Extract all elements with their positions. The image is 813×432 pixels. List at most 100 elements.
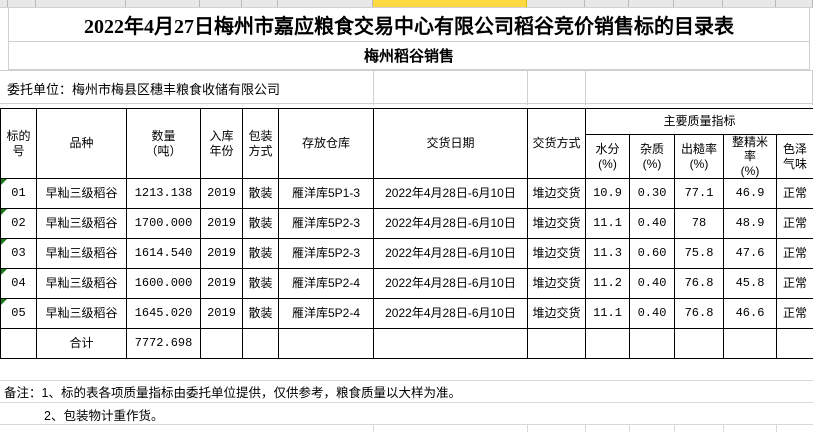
cell-delivery-date: 2022年4月28日-6月10日 [373,178,528,209]
cell-moisture: 11.1 [585,298,630,329]
cell-moisture: 11.1 [585,208,630,239]
cell-packaging: 散装 [242,208,279,239]
column-header-m[interactable] [723,0,776,7]
cell-impurity: 0.40 [629,298,675,329]
cell-warehouse: 雁洋库5P2-4 [278,298,374,329]
cell-impurity: 0.60 [629,238,675,269]
cell-brown-rice-rate: 76.8 [674,268,724,299]
cell-total-quantity: 7772.698 [126,328,201,359]
col-header-moisture: 水分 (%) [585,134,630,179]
worksheet-gridline-v-6 [723,424,724,432]
col-header-lot-id: 标的号 [0,108,37,179]
cell-total-blank-date [373,328,528,359]
column-header-d[interactable] [126,0,200,7]
cell-total-blank-packaging [242,328,279,359]
text-number-flag-icon [1,269,7,275]
column-header-i[interactable] [527,0,585,7]
column-header-h-selected[interactable] [373,0,527,7]
table-row[interactable]: 03 早籼三级稻谷 1614.540 2019 散装 雁洋库5P2-3 2022… [0,238,813,269]
cell-total-blank-moisture [585,328,630,359]
remark-note-1: 1、标的表各项质量指标由委托单位提供，仅供参考，粮食质量以大样为准。 [41,386,461,400]
consignor-divider-2 [527,71,528,105]
cell-total-blank [0,328,37,359]
cell-brown-rice-rate: 77.1 [674,178,724,209]
cell-lot-id: 02 [0,208,37,239]
cell-variety: 早籼三级稻谷 [36,268,127,299]
column-header-k[interactable] [629,0,674,7]
cell-total-blank-brown [674,328,724,359]
cell-delivery-method: 堆边交货 [527,208,586,239]
cell-delivery-method: 堆边交货 [527,298,586,329]
cell-delivery-method: 堆边交货 [527,238,586,269]
column-header-e[interactable] [200,0,242,7]
cell-head-rice-rate: 46.9 [723,178,777,209]
cell-moisture: 11.3 [585,238,630,269]
cell-moisture: 10.9 [585,178,630,209]
cell-head-rice-rate: 45.8 [723,268,777,299]
text-number-flag-icon [1,239,7,245]
cell-color-odor: 正常 [775,268,813,299]
worksheet-gridline-h-2 [0,402,813,403]
col-header-quality-group: 主要质量指标 [584,108,813,135]
column-header-b[interactable] [8,0,36,7]
cell-delivery-method: 堆边交货 [527,178,586,209]
lot-catalog-table: 标的号 品种 数量 （吨） 入库 年份 包装 方式 存放仓库 交货日期 交货方式 主要… [0,108,813,359]
cell-quantity: 1614.540 [126,238,201,269]
worksheet-gridline-v-7 [776,424,777,432]
header-row-bottom: 水分 (%) 杂质 (%) 出糙率 (%) 整精米率 (%) 色泽 气味 [1,134,813,179]
table-row[interactable]: 05 早籼三级稻谷 1645.020 2019 散装 雁洋库5P2-4 2022… [0,298,813,329]
header-row-top: 标的号 品种 数量 （吨） 入库 年份 包装 方式 存放仓库 交货日期 交货方式 主要… [0,108,813,179]
worksheet-gridline-v-1 [373,424,374,432]
column-header-strip [0,0,813,8]
cell-delivery-date: 2022年4月28日-6月10日 [373,268,528,299]
column-header-l[interactable] [674,0,723,7]
cell-delivery-date: 2022年4月28日-6月10日 [373,238,528,269]
col-header-storage-year: 入库 年份 [200,108,243,179]
cell-lot-id: 01 [0,178,37,209]
cell-storage-year: 2019 [200,298,243,329]
cell-brown-rice-rate: 76.8 [674,298,724,329]
cell-storage-year: 2019 [200,238,243,269]
cell-total-label: 合计 [36,328,127,359]
cell-impurity: 0.40 [629,208,675,239]
remark-line-1: 备注： 1、标的表各项质量指标由委托单位提供，仅供参考，粮食质量以大样为准。 [0,381,813,403]
cell-total-blank-head [723,328,777,359]
column-header-j[interactable] [585,0,629,7]
table-total-row: 合计 7772.698 [0,328,813,359]
cell-lot-id: 03 [0,238,37,269]
cell-color-odor: 正常 [775,208,813,239]
cell-variety: 早籼三级稻谷 [36,178,127,209]
consignor-text: 委托单位：梅州市梅县区穗丰粮食收储有限公司 [7,81,281,97]
cell-storage-year: 2019 [200,268,243,299]
remark-label: 备注： [4,386,42,400]
table-row[interactable]: 04 早籼三级稻谷 1600.000 2019 散装 雁洋库5P2-4 2022… [0,268,813,299]
column-header-f[interactable] [242,0,278,7]
cell-packaging: 散装 [242,178,279,209]
cell-lot-id: 05 [0,298,37,329]
text-number-flag-icon [1,179,7,185]
column-header-g[interactable] [278,0,373,7]
worksheet-gridline-v-3 [585,424,586,432]
col-header-delivery-method: 交货方式 [527,108,586,179]
table-row[interactable]: 02 早籼三级稻谷 1700.000 2019 散装 雁洋库5P2-3 2022… [0,208,813,239]
cell-delivery-date: 2022年4月28日-6月10日 [373,298,528,329]
document-title: 2022年4月27日梅州市嘉应粮食交易中心有限公司稻谷竞价销售标的目录表 [8,8,810,42]
column-header-n[interactable] [776,0,813,7]
cell-lot-id: 04 [0,268,37,299]
cell-warehouse: 雁洋库5P2-3 [278,238,374,269]
cell-packaging: 散装 [242,298,279,329]
table-row[interactable]: 01 早籼三级稻谷 1213.138 2019 散装 雁洋库5P1-3 2022… [0,178,813,209]
worksheet-gridline-h-3 [0,424,813,425]
column-header-c[interactable] [36,0,126,7]
cell-quantity: 1213.138 [126,178,201,209]
cell-head-rice-rate: 47.6 [723,238,777,269]
col-header-warehouse: 存放仓库 [278,108,374,179]
document-subtitle: 梅州稻谷销售 [8,42,810,70]
worksheet-gridline-v-5 [674,424,675,432]
cell-storage-year: 2019 [200,178,243,209]
text-number-flag-icon [1,299,7,305]
cell-head-rice-rate: 46.6 [723,298,777,329]
cell-variety: 早籼三级稻谷 [36,208,127,239]
column-header-a[interactable] [0,0,8,7]
cell-head-rice-rate: 48.9 [723,208,777,239]
